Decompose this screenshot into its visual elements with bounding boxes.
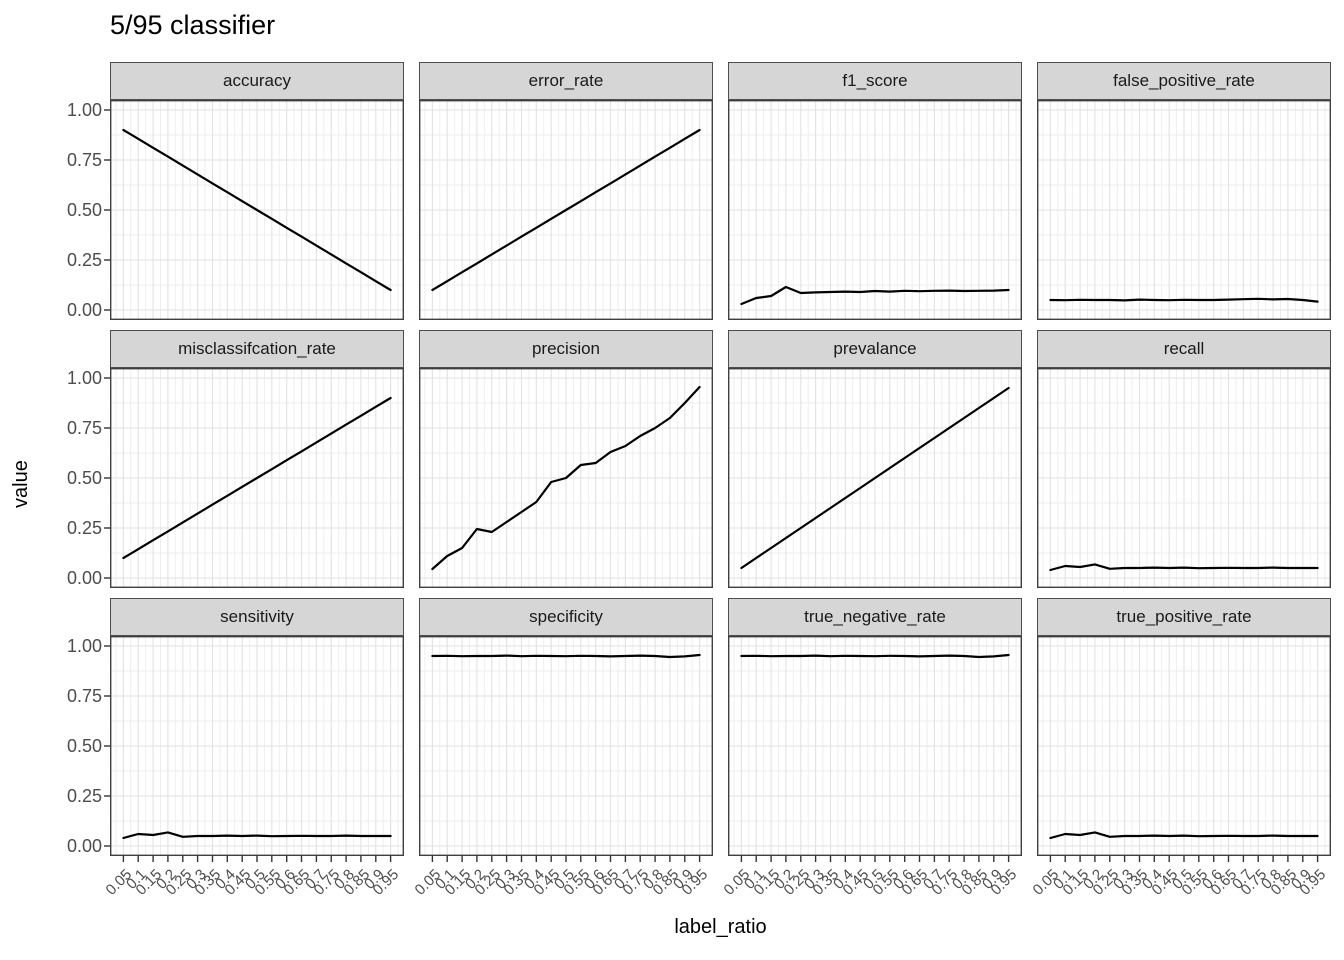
y-tick-label: 1.00 <box>66 636 102 656</box>
facet-strip: false_positive_rate <box>1037 62 1331 100</box>
facet-strip-label: precision <box>531 339 601 358</box>
y-tick-label: 0.50 <box>66 200 102 220</box>
y-axis-title: value <box>10 460 32 508</box>
y-tick-label: 0.00 <box>66 568 102 588</box>
facet-strip: accuracy <box>110 62 404 100</box>
metric-line <box>122 396 392 560</box>
facet-recall: recall <box>1036 330 1332 589</box>
facet-panel <box>418 635 714 862</box>
facet-strip-label: accuracy <box>222 71 292 90</box>
plot-title: 5/95 classifier <box>110 10 276 40</box>
x-axis-title: label_ratio <box>674 916 767 938</box>
y-tick-label: 1.00 <box>66 100 102 120</box>
facet-strip-label: misclassifcation_rate <box>178 339 336 358</box>
metric-line <box>1049 831 1319 840</box>
facet-panel <box>104 367 405 589</box>
facet-strip: error_rate <box>419 62 713 100</box>
y-tick-label: 0.25 <box>66 518 102 538</box>
facet-strip: specificity <box>419 598 713 636</box>
facet-strip: true_positive_rate <box>1037 598 1331 636</box>
facet-panel <box>104 99 405 321</box>
y-tick-label: 0.00 <box>66 300 102 320</box>
facet-specificity: specificity <box>418 598 714 862</box>
facet-true_negative_rate: true_negative_rate <box>727 598 1023 862</box>
facet-precision: precision <box>418 330 714 589</box>
facet-true_positive_rate: true_positive_rate <box>1036 598 1332 862</box>
metric-line <box>1049 563 1319 572</box>
facet-panel <box>1036 99 1332 321</box>
facet-strip-label: recall <box>1163 339 1205 358</box>
facet-panel <box>727 635 1023 862</box>
y-tick-label: 0.25 <box>66 786 102 806</box>
y-tick-label: 1.00 <box>66 368 102 388</box>
facet-strip: recall <box>1037 330 1331 368</box>
metric-line <box>431 653 701 659</box>
facet-strip-label: error_rate <box>528 71 604 90</box>
facet-strip-label: true_positive_rate <box>1116 607 1252 626</box>
metric-line <box>740 285 1010 306</box>
facet-strip-label: prevalance <box>833 339 917 358</box>
metric-line <box>740 653 1010 659</box>
facet-strip-label: specificity <box>529 607 603 626</box>
facet-false_positive_rate: false_positive_rate <box>1036 62 1332 321</box>
facet-strip-label: false_positive_rate <box>1113 71 1255 90</box>
facet-sensitivity: sensitivity <box>104 598 405 862</box>
facet-prevalance: prevalance <box>727 330 1023 589</box>
metric-line <box>1049 297 1319 303</box>
facet-panel <box>1036 367 1332 589</box>
facet-strip-label: true_negative_rate <box>804 607 946 626</box>
y-tick-label: 0.75 <box>66 150 102 170</box>
metric-line <box>740 386 1010 570</box>
facet-misclassifcation_rate: misclassifcation_rate <box>104 330 405 589</box>
facet-panel <box>104 635 405 862</box>
facet-panel <box>1036 635 1332 862</box>
metric-line <box>122 128 392 292</box>
facet-strip: misclassifcation_rate <box>110 330 404 368</box>
facet-panel <box>418 367 714 589</box>
facet-strip: precision <box>419 330 713 368</box>
facet-accuracy: accuracy <box>104 62 405 321</box>
y-tick-label: 0.75 <box>66 686 102 706</box>
y-tick-label: 0.75 <box>66 418 102 438</box>
metric-line <box>431 128 701 292</box>
facet-f1_score: f1_score <box>727 62 1023 321</box>
facet-strip-label: sensitivity <box>220 607 294 626</box>
facet-error_rate: error_rate <box>418 62 714 321</box>
y-tick-label: 0.25 <box>66 250 102 270</box>
metric-line <box>431 385 701 571</box>
metric-line <box>122 831 392 840</box>
y-tick-label: 0.00 <box>66 836 102 856</box>
y-tick-label: 0.50 <box>66 736 102 756</box>
facet-strip: true_negative_rate <box>728 598 1022 636</box>
facet-strip: f1_score <box>728 62 1022 100</box>
facet-panel <box>727 367 1023 589</box>
facet-strip: prevalance <box>728 330 1022 368</box>
facet-strip: sensitivity <box>110 598 404 636</box>
y-tick-label: 0.50 <box>66 468 102 488</box>
facet-panel <box>727 99 1023 321</box>
facet-strip-label: f1_score <box>842 71 908 90</box>
facet-panel <box>418 99 714 321</box>
